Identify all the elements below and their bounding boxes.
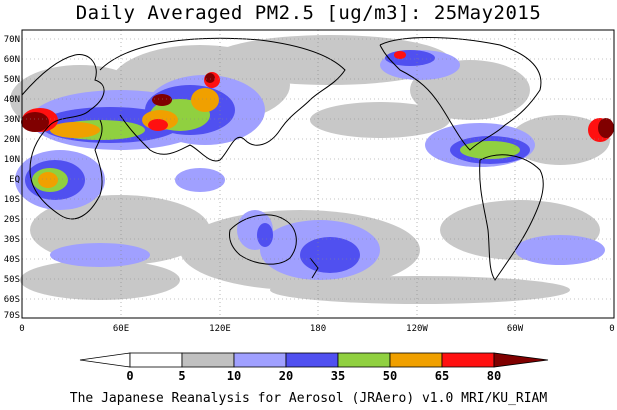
colorbar-low-arrow <box>79 352 131 368</box>
colorbar-tick: 5 <box>178 369 185 383</box>
colorbar-swatch <box>129 352 183 368</box>
footer-credit: The Japanese Reanalysis for Aerosol (JRA… <box>69 391 548 406</box>
lon-label: 120W <box>406 324 428 334</box>
pm25-map: 70N 60N 50N 40N 30N 20N 10N EQ 10S 20S 3… <box>4 29 615 383</box>
lat-label: 10S <box>4 195 20 205</box>
lat-label: 70S <box>4 311 20 321</box>
lon-label: 180 <box>310 324 326 334</box>
colorbar-swatch <box>285 352 339 368</box>
colorbar-high-arrow <box>493 352 549 368</box>
colorbar-tick: 10 <box>227 369 241 383</box>
colorbar-tick: 35 <box>331 369 345 383</box>
lat-label: EQ <box>9 175 20 185</box>
lon-label: 60E <box>113 324 129 334</box>
colorbar-tick: 0 <box>126 369 133 383</box>
longitude-labels: 0 60E 120E 180 120W 60W 0 <box>19 324 614 334</box>
coastlines <box>21 37 544 281</box>
latitude-labels: 70N 60N 50N 40N 30N 20N 10N EQ 10S 20S 3… <box>4 35 20 321</box>
colorbar-swatch <box>337 352 391 368</box>
lat-label: 60N <box>4 55 20 65</box>
colorbar-swatch <box>181 352 235 368</box>
colorbar-tick: 20 <box>279 369 293 383</box>
lon-label: 0 <box>19 324 24 334</box>
map-title: Daily Averaged PM2.5 [ug/m3]: 25May2015 <box>75 2 542 24</box>
lon-label: 120E <box>209 324 231 334</box>
pm25-concentration-field <box>10 35 614 304</box>
colorbar-tick: 80 <box>487 369 501 383</box>
lat-label: 50N <box>4 75 20 85</box>
lat-label: 40S <box>4 255 20 265</box>
lat-label: 10N <box>4 155 20 165</box>
colorbar-swatch <box>233 352 287 368</box>
colorbar-tick: 50 <box>383 369 397 383</box>
lat-label: 60S <box>4 295 20 305</box>
lat-label: 20S <box>4 215 20 225</box>
lon-label: 60W <box>507 324 524 334</box>
colorbar-swatch <box>389 352 443 368</box>
lat-label: 70N <box>4 35 20 45</box>
colorbar-swatch <box>441 352 495 368</box>
colorbar-tick: 65 <box>435 369 449 383</box>
lat-label: 40N <box>4 95 20 105</box>
lat-label: 50S <box>4 275 20 285</box>
map-frame <box>21 29 615 319</box>
colorbar: 0 5 10 20 35 50 65 80 <box>79 352 549 383</box>
lon-label: 0 <box>609 324 614 334</box>
lat-label: 20N <box>4 135 20 145</box>
lat-label: 30S <box>4 235 20 245</box>
lat-label: 30N <box>4 115 20 125</box>
graticule <box>22 30 614 318</box>
